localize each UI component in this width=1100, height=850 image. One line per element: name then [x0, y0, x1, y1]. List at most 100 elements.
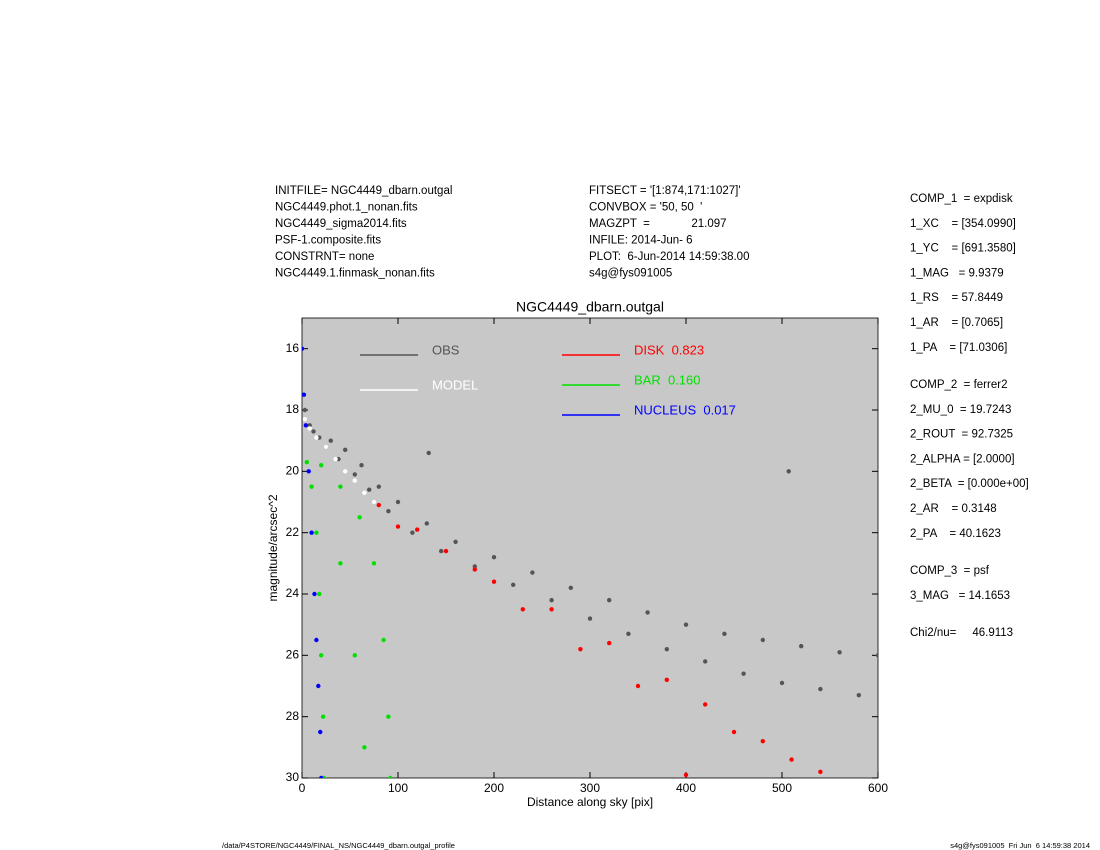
header-line: MAGZPT = 21.097: [589, 218, 727, 230]
point: [317, 591, 322, 597]
point: [511, 582, 516, 587]
point: [626, 631, 631, 637]
header-line: NGC4449.1.finmask_nonan.fits: [275, 268, 435, 280]
parameter: 1_MAG = 9.9379: [910, 267, 1004, 279]
point: [779, 680, 785, 686]
footer-stamp: s4g@fys091005 Fri Jun 6 14:59:38 2014: [950, 841, 1090, 850]
header-line: INFILE: 2014-Jun- 6: [589, 235, 693, 247]
point: [314, 637, 319, 643]
parameter: 1_YC = [691.3580]: [910, 243, 1016, 255]
point: [549, 597, 554, 603]
point: [306, 469, 311, 474]
point: [760, 637, 765, 643]
header-line: NGC4449.phot.1_nonan.fits: [275, 202, 418, 214]
point: [319, 653, 324, 658]
x-axis-label: Distance along sky [pix]: [527, 795, 653, 809]
point: [530, 570, 535, 575]
point: [443, 548, 449, 554]
point: [837, 650, 842, 655]
x-tick-label: 400: [676, 781, 696, 795]
header-line: PSF-1.composite.fits: [275, 235, 381, 247]
x-tick-label: 0: [299, 781, 306, 795]
parameter: 3_MAG = 14.1653: [910, 590, 1010, 602]
point: [786, 469, 791, 474]
y-tick-label: 26: [286, 648, 300, 662]
point: [320, 714, 326, 719]
point: [367, 487, 372, 492]
point: [319, 775, 324, 778]
point: [703, 659, 708, 664]
x-tick-label: 200: [484, 781, 504, 795]
legend-label: BAR 0.160: [634, 372, 701, 387]
x-tick-label: 100: [388, 781, 408, 795]
point: [645, 610, 650, 615]
point: [395, 524, 401, 529]
point: [731, 729, 737, 735]
points: [302, 346, 878, 778]
point: [388, 775, 393, 778]
point: [307, 426, 312, 431]
y-tick-label: 30: [286, 770, 300, 784]
point: [302, 346, 305, 351]
point: [307, 423, 312, 428]
point: [343, 469, 348, 474]
point: [818, 686, 823, 692]
point: [568, 585, 573, 591]
y-tick-label: 22: [286, 525, 300, 539]
point: [362, 490, 367, 495]
point: [376, 484, 381, 489]
parameter: COMP_2 = ferrer2: [910, 379, 1007, 391]
point: [386, 714, 391, 719]
x-tick-label: 500: [772, 781, 792, 795]
point: [362, 745, 367, 750]
legend-label: DISK 0.823: [634, 342, 704, 357]
point: [302, 392, 307, 397]
point: [424, 521, 429, 526]
point: [343, 447, 348, 453]
point: [302, 417, 308, 422]
point: [578, 647, 583, 652]
point: [338, 484, 343, 489]
point: [359, 463, 364, 468]
point: [741, 671, 746, 676]
point: [760, 739, 765, 744]
point: [304, 459, 309, 465]
y-tick-label: 28: [286, 709, 300, 723]
point: [371, 499, 377, 505]
point: [549, 607, 554, 612]
point: [683, 622, 689, 627]
legend-label: OBS: [432, 342, 460, 357]
point: [426, 450, 431, 456]
point: [410, 530, 415, 535]
point: [789, 757, 794, 762]
point: [323, 444, 329, 449]
point: [664, 647, 669, 652]
point: [371, 561, 377, 566]
x-tick-label: 600: [868, 781, 888, 795]
point: [491, 555, 497, 560]
point: [722, 631, 727, 637]
parameter: 2_ROUT = 92.7325: [910, 429, 1013, 441]
header-line: CONSTRNT= none: [275, 251, 374, 263]
parameter: 1_RS = 57.8449: [910, 292, 1003, 304]
point: [415, 527, 420, 532]
point: [319, 463, 324, 468]
point: [439, 548, 444, 554]
point: [472, 567, 477, 572]
point: [453, 539, 458, 545]
point: [302, 407, 308, 413]
point: [309, 484, 314, 489]
point: [856, 693, 861, 698]
legend-label: NUCLEUS 0.017: [634, 402, 736, 417]
parameter: 1_PA = [71.0306]: [910, 342, 1007, 354]
point: [472, 564, 477, 569]
parameter: 2_BETA = [0.000e+00]: [910, 478, 1029, 490]
point: [376, 502, 381, 508]
parameter: 2_PA = 40.1623: [910, 528, 1001, 540]
point: [799, 643, 804, 649]
point: [314, 530, 319, 535]
point: [703, 702, 708, 707]
parameter: 2_ALPHA = [2.0000]: [910, 453, 1015, 465]
point: [491, 579, 497, 584]
